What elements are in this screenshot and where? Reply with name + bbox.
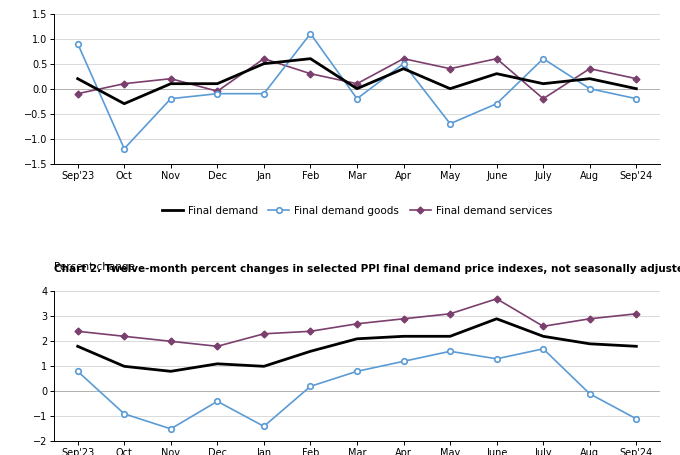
Legend: Final demand, Final demand goods, Final demand services: Final demand, Final demand goods, Final … xyxy=(158,202,556,220)
Text: Chart 2. Twelve-month percent changes in selected PPI final demand price indexes: Chart 2. Twelve-month percent changes in… xyxy=(54,264,680,274)
Text: Percent change: Percent change xyxy=(54,262,135,272)
